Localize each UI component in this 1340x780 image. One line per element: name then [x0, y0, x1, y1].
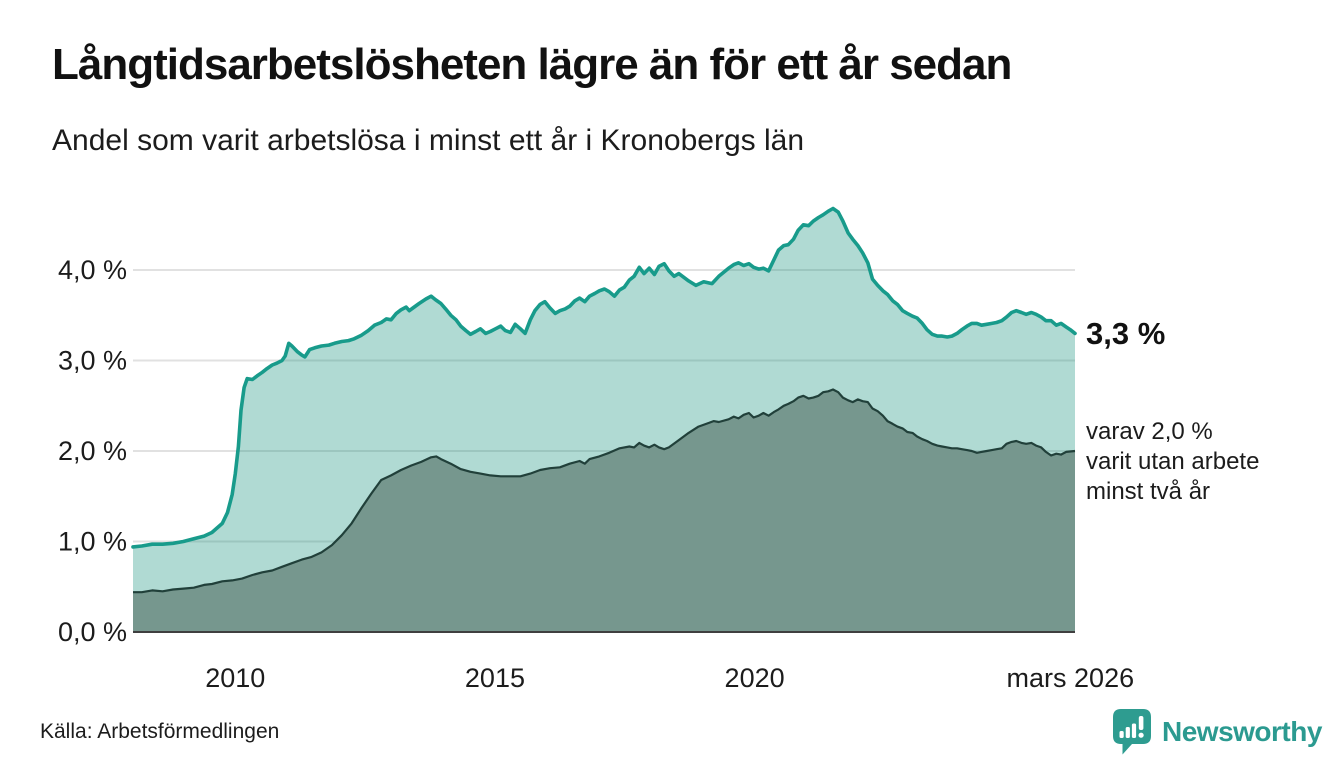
- newsworthy-logo-icon: [1112, 708, 1152, 756]
- page-title: Långtidsarbetslösheten lägre än för ett …: [52, 40, 1012, 89]
- y-tick-label-1: 1,0 %: [58, 527, 127, 557]
- y-tick-label-3: 3,0 %: [58, 346, 127, 376]
- x-tick-label-2020: 2020: [725, 663, 785, 693]
- x-tick-label-mars-2026: mars 2026: [1007, 663, 1135, 693]
- y-tick-label-0: 0,0 %: [58, 617, 127, 647]
- y-tick-label-4: 4,0 %: [58, 255, 127, 285]
- y-tick-label-2: 2,0 %: [58, 436, 127, 466]
- page-subtitle: Andel som varit arbetslösa i minst ett å…: [52, 124, 805, 157]
- line-minst-tva-ar: [133, 388, 1076, 594]
- x-tick-label-2010: 2010: [205, 663, 265, 693]
- end-sub-label: varav 2,0 % varit utan arbete minst två …: [1086, 418, 1260, 505]
- line-minst-ett-ar: [131, 206, 1077, 549]
- newsworthy-logo: Newsworthy: [1112, 708, 1322, 756]
- area-minst-tva-ar: [133, 389, 1075, 632]
- source-note: Källa: Arbetsförmedlingen: [40, 720, 280, 743]
- newsworthy-logo-text: Newsworthy: [1162, 716, 1322, 747]
- end-value-label: 3,3 %: [1086, 316, 1166, 351]
- x-tick-label-2015: 2015: [465, 663, 525, 693]
